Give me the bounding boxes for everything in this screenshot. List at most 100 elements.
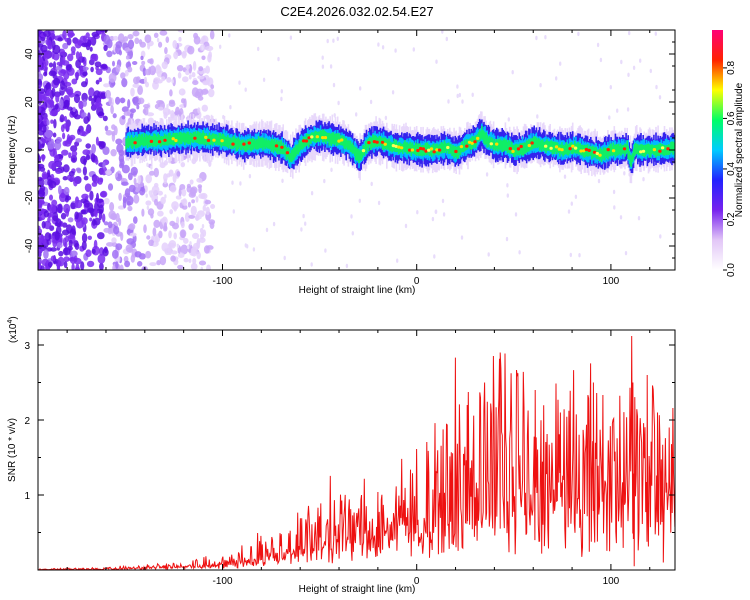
ridge-cell bbox=[592, 145, 594, 158]
noise-speckle bbox=[597, 178, 601, 184]
ridge-cell bbox=[482, 130, 484, 140]
noise-speckle bbox=[404, 223, 408, 229]
ridge-peak-cell bbox=[367, 141, 371, 145]
ridge-cell bbox=[405, 142, 407, 153]
ridge-cell bbox=[319, 130, 322, 139]
ridge-cell bbox=[146, 135, 149, 149]
noise-speckle bbox=[626, 107, 630, 112]
noise-speckle bbox=[164, 47, 168, 55]
noise-speckle bbox=[60, 212, 67, 220]
ridge-cell bbox=[495, 141, 497, 151]
ridge-cell bbox=[486, 135, 488, 148]
noise-speckle bbox=[202, 80, 210, 86]
ridge-cell bbox=[590, 146, 592, 156]
noise-speckle bbox=[63, 186, 70, 196]
ridge-cell bbox=[255, 139, 258, 150]
noise-speckle bbox=[201, 104, 208, 112]
ridge-peak-cell bbox=[212, 138, 216, 142]
noise-speckle bbox=[80, 65, 84, 75]
ridge-cell bbox=[617, 143, 620, 155]
ridge-peak-cell bbox=[274, 144, 279, 148]
noise-speckle bbox=[57, 256, 65, 267]
noise-speckle bbox=[359, 86, 362, 91]
noise-speckle bbox=[68, 239, 73, 248]
snr-x-label: Height of straight line (km) bbox=[299, 584, 416, 595]
noise-speckle bbox=[192, 60, 197, 71]
ridge-cell bbox=[430, 145, 433, 157]
ridge-cell bbox=[336, 133, 339, 146]
noise-speckle bbox=[51, 87, 56, 98]
noise-speckle bbox=[74, 141, 80, 147]
ridge-cell bbox=[130, 135, 133, 148]
ridge-cell bbox=[301, 139, 304, 150]
x-tick-label: 0 bbox=[414, 576, 420, 587]
noise-speckle bbox=[157, 210, 164, 217]
noise-speckle bbox=[578, 253, 581, 258]
noise-speckle bbox=[119, 97, 126, 104]
ridge-cell bbox=[314, 130, 317, 143]
ridge-peak-cell bbox=[568, 147, 572, 151]
noise-speckle bbox=[121, 181, 129, 186]
ridge-cell bbox=[619, 143, 622, 156]
noise-speckle bbox=[329, 64, 333, 69]
ridge-cell bbox=[644, 144, 647, 157]
ridge-cell bbox=[501, 140, 503, 152]
noise-speckle bbox=[102, 115, 108, 122]
noise-speckle bbox=[164, 194, 167, 199]
ridge-cell bbox=[548, 141, 550, 151]
noise-speckle bbox=[80, 155, 88, 165]
noise-speckle bbox=[81, 112, 87, 118]
ridge-cell bbox=[632, 148, 635, 160]
noise-speckle bbox=[198, 66, 204, 72]
ridge-cell bbox=[390, 142, 392, 151]
ridge-cell bbox=[326, 132, 328, 142]
noise-speckle bbox=[310, 262, 313, 267]
noise-speckle bbox=[113, 125, 118, 136]
ridge-cell bbox=[629, 154, 632, 167]
ridge-cell bbox=[169, 132, 171, 145]
ridge-cell bbox=[176, 132, 179, 144]
noise-speckle bbox=[238, 80, 241, 85]
ridge-cell bbox=[131, 137, 134, 149]
ridge-cell bbox=[672, 141, 674, 155]
ridge-cell bbox=[647, 143, 650, 155]
ridge-cell bbox=[452, 144, 454, 156]
ridge-cell bbox=[334, 133, 337, 144]
ridge-cell bbox=[520, 143, 523, 156]
ridge-cell bbox=[609, 144, 611, 157]
ridge-cell bbox=[125, 138, 127, 150]
noise-speckle bbox=[57, 37, 63, 42]
noise-speckle bbox=[38, 56, 44, 65]
ridge-cell bbox=[519, 143, 522, 154]
noise-speckle bbox=[41, 138, 47, 144]
x-tick-label: 100 bbox=[603, 576, 620, 587]
ridge-cell bbox=[500, 140, 502, 150]
ridge-peak-cell bbox=[495, 142, 499, 146]
noise-speckle bbox=[124, 69, 129, 77]
noise-speckle bbox=[655, 84, 658, 90]
noise-speckle bbox=[119, 158, 125, 167]
ridge-peak-cell bbox=[383, 142, 387, 146]
noise-speckle bbox=[167, 246, 173, 256]
ridge-cell bbox=[514, 144, 516, 157]
noise-speckle bbox=[121, 78, 128, 88]
noise-speckle bbox=[145, 200, 152, 206]
y-tick-label: 40 bbox=[24, 48, 35, 60]
noise-speckle bbox=[115, 138, 123, 145]
ridge-cell bbox=[605, 147, 607, 157]
noise-speckle bbox=[200, 88, 209, 95]
noise-speckle bbox=[100, 92, 107, 99]
ridge-peak-cell bbox=[157, 140, 162, 144]
spectrogram-y-ticks: -40 -20 0 20 40 bbox=[24, 41, 675, 259]
noise-speckle bbox=[609, 85, 612, 90]
noise-speckle bbox=[100, 141, 106, 149]
noise-speckle bbox=[207, 53, 212, 63]
noise-speckle bbox=[170, 255, 176, 262]
ridge-peak-cell bbox=[639, 150, 643, 154]
noise-speckle bbox=[153, 242, 156, 247]
ridge-cell bbox=[338, 133, 340, 145]
noise-speckle bbox=[38, 94, 44, 100]
noise-speckle bbox=[507, 117, 510, 122]
ridge-cell bbox=[229, 137, 231, 146]
ridge-peak-cell bbox=[410, 148, 415, 152]
